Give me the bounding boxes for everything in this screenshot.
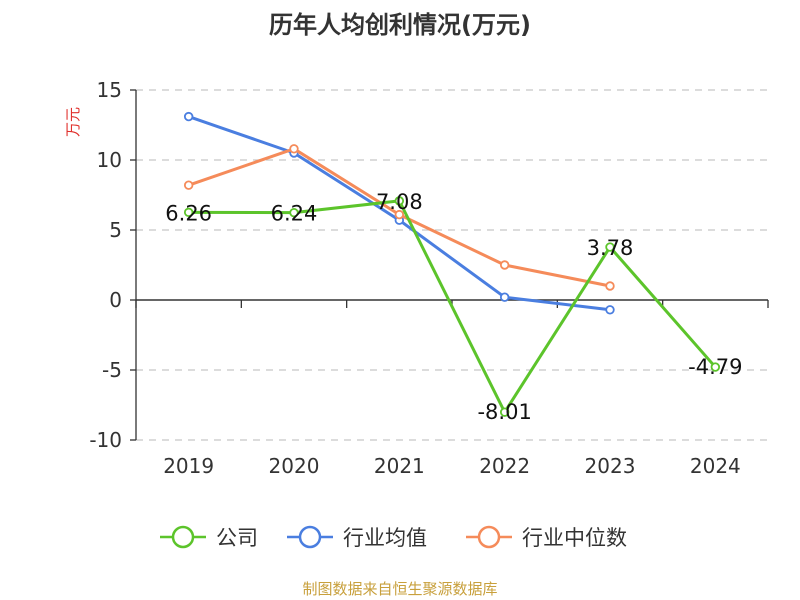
data-point [499,260,510,270]
series-lines [183,111,721,417]
data-point [289,207,299,218]
y-tick-label: -10 [89,428,122,452]
data-point [710,362,721,372]
legend-swatch-marker [477,525,501,549]
x-tick-label: 2024 [690,454,741,478]
x-tick-label: 2022 [479,454,530,478]
y-axis-unit-label: 万元 [64,107,82,137]
data-point [499,292,510,302]
data-point [183,207,194,218]
data-point [183,111,194,122]
grid-lines [136,89,768,441]
legend-swatch-marker [298,525,322,549]
data-point [605,305,615,315]
legend-label: 行业均值 [343,526,427,550]
series-line [187,199,717,414]
data-point [394,196,405,206]
axes: 15 10 5 0 -5 -10 2019 2020 2021 2022 2023 2024 [89,78,769,478]
y-tick-label: -5 [102,358,122,382]
legend-label: 公司 [216,526,258,550]
data-label: -4.79 [688,355,742,379]
legend-label: 行业中位数 [522,526,627,550]
source-note: 制图数据来自恒生聚源数据库 [302,580,497,598]
y-tick-label: 5 [109,218,122,242]
data-point [183,180,194,190]
data-labels: 6.26 6.24 7.08 -8.01 3.78 -4.79 [165,190,742,424]
data-point [499,407,510,417]
data-label: 6.24 [271,202,318,226]
y-tick-label: 15 [97,78,122,102]
data-point [394,209,405,220]
legend-swatch-marker [171,525,195,549]
x-tick-label: 2023 [585,454,636,478]
x-tick-label: 2021 [374,454,425,478]
y-tick-label: 10 [97,148,122,172]
data-point [605,242,615,252]
data-point [605,281,615,291]
data-point [289,144,299,154]
x-tick-label: 2019 [163,454,214,478]
legend: 公司 行业均值 行业中位数 [160,525,627,550]
y-tick-label: 0 [109,288,122,312]
chart-title: 历年人均创利情况(万元) [269,11,531,39]
data-label: 6.26 [165,201,212,225]
x-tick-label: 2020 [269,454,320,478]
data-label: -8.01 [477,400,531,424]
data-label: 7.08 [376,190,423,214]
data-label: 3.78 [587,236,634,260]
